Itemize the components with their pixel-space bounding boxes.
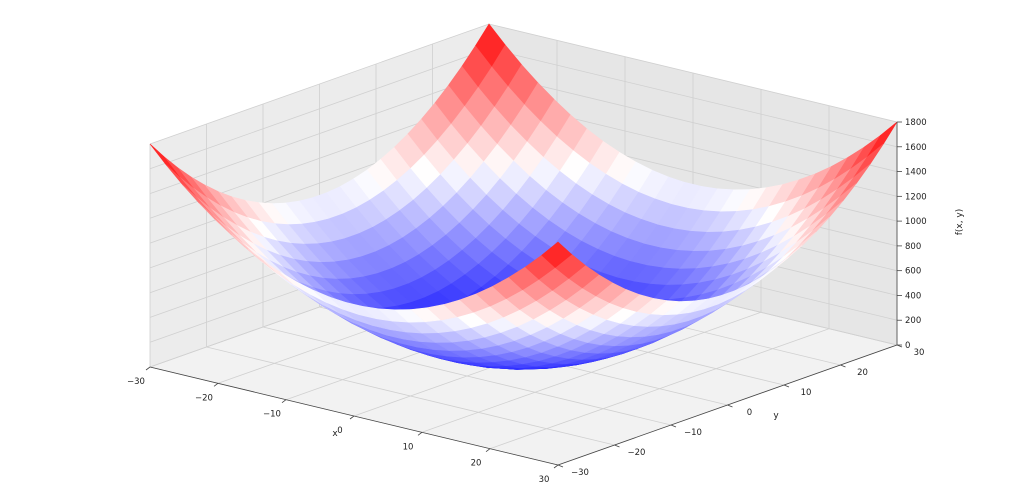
y-tick-label: −30: [571, 468, 589, 478]
z-tick-label: 1400: [905, 168, 927, 178]
x-tick-label: 20: [471, 459, 482, 469]
y-tick-label: −10: [684, 428, 702, 438]
surface-patch: [541, 241, 573, 268]
y-tick: [727, 404, 733, 408]
x-tick-label: −10: [263, 410, 281, 420]
z-tick-label: 0: [905, 341, 910, 351]
y-tick-label: 20: [857, 368, 868, 378]
surface-mesh: [149, 23, 898, 370]
x-tick-label: −30: [127, 377, 145, 387]
z-tick-label: 1600: [905, 143, 927, 153]
x-tick-label: 0: [337, 426, 342, 436]
y-tick-label: 0: [747, 408, 752, 418]
z-tick-label: 800: [905, 242, 921, 252]
x-tick: [145, 366, 151, 371]
z-tick-label: 1000: [905, 217, 927, 227]
x-tick: [417, 432, 423, 436]
z-tick-label: 1200: [905, 192, 927, 202]
y-tick-label: −20: [628, 448, 646, 458]
y-axis-label: y: [773, 411, 779, 421]
z-tick-label: 400: [905, 291, 921, 301]
y-tick: [840, 364, 846, 368]
x-tick: [213, 383, 219, 387]
x-tick-label: −20: [195, 393, 213, 403]
y-tick: [670, 424, 677, 428]
y-tick-label: 30: [914, 348, 925, 358]
y-tick-label: 10: [801, 388, 812, 398]
x-tick: [349, 415, 355, 420]
x-tick-label: 10: [403, 442, 414, 452]
x-tick-label: 30: [539, 475, 550, 485]
axes: −30 −30 −20 −20 −10 −10 0 0 10 10 20 20 30 30 0 200 400 6…: [127, 118, 927, 485]
x-tick: [553, 464, 559, 469]
y-tick: [783, 384, 790, 388]
x-axis-label: x: [332, 429, 338, 439]
z-tick-label: 600: [905, 267, 921, 277]
x-tick: [485, 448, 491, 452]
z-tick-label: 1800: [905, 118, 927, 128]
z-axis-label: f(x, y): [955, 209, 965, 236]
y-tick: [614, 444, 620, 448]
z-tick-label: 200: [905, 316, 921, 326]
x-tick: [281, 399, 287, 403]
y-tick: [557, 464, 564, 468]
